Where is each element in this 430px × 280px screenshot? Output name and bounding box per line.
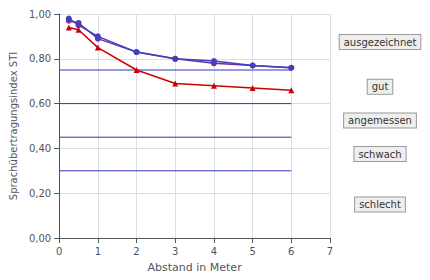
svg-text:6: 6 xyxy=(288,246,294,257)
svg-text:Sprachübertragungsindex STI: Sprachübertragungsindex STI xyxy=(8,52,19,200)
svg-text:0,40: 0,40 xyxy=(29,143,51,154)
svg-text:2: 2 xyxy=(133,246,139,257)
svg-text:7: 7 xyxy=(327,246,333,257)
svg-text:0,80: 0,80 xyxy=(29,53,51,64)
svg-text:3: 3 xyxy=(172,246,178,257)
svg-text:0,20: 0,20 xyxy=(29,188,51,199)
svg-text:schlecht: schlecht xyxy=(359,199,401,210)
svg-text:ausgezeichnet: ausgezeichnet xyxy=(344,37,417,48)
svg-text:0,60: 0,60 xyxy=(29,98,51,109)
svg-text:1,00: 1,00 xyxy=(29,9,51,20)
svg-text:gut: gut xyxy=(372,81,389,92)
svg-text:Abstand in Meter: Abstand in Meter xyxy=(148,261,243,274)
svg-text:schwach: schwach xyxy=(358,149,401,160)
svg-text:0,00: 0,00 xyxy=(29,233,51,244)
svg-text:1: 1 xyxy=(95,246,101,257)
svg-text:5: 5 xyxy=(249,246,255,257)
svg-text:4: 4 xyxy=(211,246,217,257)
svg-text:0: 0 xyxy=(56,246,62,257)
svg-text:angemessen: angemessen xyxy=(348,115,412,126)
